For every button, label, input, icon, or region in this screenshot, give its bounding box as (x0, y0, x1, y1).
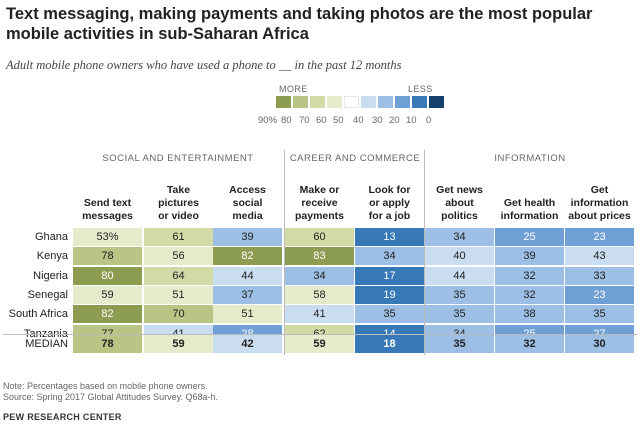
row-label: Kenya (36, 250, 68, 262)
data-cell: 13 (355, 228, 424, 246)
legend-tick-label: 30 (372, 115, 383, 126)
column-header: Make or receive payments (294, 184, 345, 222)
data-cell: 35 (355, 305, 424, 323)
data-cell: 51 (144, 286, 213, 304)
chart-title: Text messaging, making payments and taki… (6, 5, 593, 43)
legend-tick-label: 70 (299, 115, 310, 126)
note-text: Note: Percentages based on mobile phone … (3, 381, 208, 391)
column-header: Look for or apply for a job (368, 184, 411, 222)
legend-swatch (327, 96, 342, 108)
data-cell: 59 (73, 286, 142, 304)
data-cell: 32 (495, 267, 564, 285)
data-cell: 41 (285, 305, 354, 323)
data-cell: 37 (213, 286, 282, 304)
median-cell: 18 (355, 335, 424, 353)
data-cell: 23 (565, 228, 634, 246)
legend-tick-label: 80 (281, 115, 292, 126)
data-cell: 17 (355, 267, 424, 285)
data-cell: 39 (213, 228, 282, 246)
row-label: South Africa (8, 308, 68, 320)
data-cell: 25 (495, 228, 564, 246)
group-heading: SOCIAL AND ENTERTAINMENT (102, 153, 254, 164)
data-cell: 38 (495, 305, 564, 323)
median-cell: 35 (425, 335, 494, 353)
column-header: Take pictures or video (158, 184, 199, 222)
median-separator (3, 334, 637, 335)
legend-swatch (412, 96, 427, 108)
legend-swatch (361, 96, 376, 108)
data-cell: 33 (565, 267, 634, 285)
legend-tick-label: 10 (406, 115, 417, 126)
row-label: Senegal (27, 289, 68, 301)
data-cell: 82 (73, 305, 142, 323)
legend-swatch (378, 96, 393, 108)
column-header: Get information about prices (568, 184, 631, 222)
data-cell: 44 (213, 267, 282, 285)
group-heading: CAREER AND COMMERCE (289, 153, 421, 164)
brand-label: PEW RESEARCH CENTER (3, 412, 122, 422)
row-label: Nigeria (33, 270, 68, 282)
data-cell: 35 (565, 305, 634, 323)
legend-swatch (344, 96, 359, 108)
legend-swatch (293, 96, 308, 108)
data-cell: 23 (565, 286, 634, 304)
median-cell: 32 (495, 335, 564, 353)
legend-swatch (310, 96, 325, 108)
data-cell: 35 (425, 286, 494, 304)
data-cell: 58 (285, 286, 354, 304)
data-cell: 64 (144, 267, 213, 285)
legend-more-label: MORE (279, 84, 308, 94)
group-heading: INFORMATION (494, 153, 566, 164)
data-cell: 53% (73, 228, 142, 246)
data-cell: 83 (285, 247, 354, 265)
legend-tick-label: 50 (333, 115, 344, 126)
data-cell: 34 (285, 267, 354, 285)
median-cell: 59 (144, 335, 213, 353)
column-header: Send text messages (82, 197, 133, 222)
data-cell: 35 (425, 305, 494, 323)
legend-swatch (429, 96, 444, 108)
median-cell: 42 (213, 335, 282, 353)
median-cell: 30 (565, 335, 634, 353)
data-cell: 19 (355, 286, 424, 304)
legend-tick-label: 90% (258, 115, 278, 126)
data-cell: 56 (144, 247, 213, 265)
column-header: Get news about politics (436, 184, 483, 222)
source-text: Source: Spring 2017 Global Attitudes Sur… (3, 392, 218, 402)
group-divider (424, 150, 425, 355)
chart-subtitle: Adult mobile phone owners who have used … (6, 58, 402, 72)
data-cell: 39 (495, 247, 564, 265)
data-cell: 32 (495, 286, 564, 304)
median-cell: 59 (285, 335, 354, 353)
data-cell: 40 (425, 247, 494, 265)
legend-tick-label: 20 (389, 115, 400, 126)
legend-swatch (276, 96, 291, 108)
legend-swatch (395, 96, 410, 108)
data-cell: 34 (355, 247, 424, 265)
group-divider (284, 150, 285, 355)
data-cell: 82 (213, 247, 282, 265)
legend-tick-label: 60 (316, 115, 327, 126)
median-row-label: MEDIAN (25, 338, 68, 350)
data-cell: 60 (285, 228, 354, 246)
data-cell: 78 (73, 247, 142, 265)
data-cell: 43 (565, 247, 634, 265)
legend-tick-label: 40 (353, 115, 364, 126)
median-cell: 78 (73, 335, 142, 353)
row-label: Ghana (34, 231, 68, 243)
data-cell: 34 (425, 228, 494, 246)
data-cell: 80 (73, 267, 142, 285)
data-cell: 61 (144, 228, 213, 246)
data-cell: 44 (425, 267, 494, 285)
data-cell: 70 (144, 305, 213, 323)
legend-tick-label: 0 (426, 115, 432, 126)
column-header: Access social media (229, 184, 266, 222)
legend-less-label: LESS (408, 84, 433, 94)
column-header: Get health information (500, 197, 559, 222)
data-cell: 51 (213, 305, 282, 323)
